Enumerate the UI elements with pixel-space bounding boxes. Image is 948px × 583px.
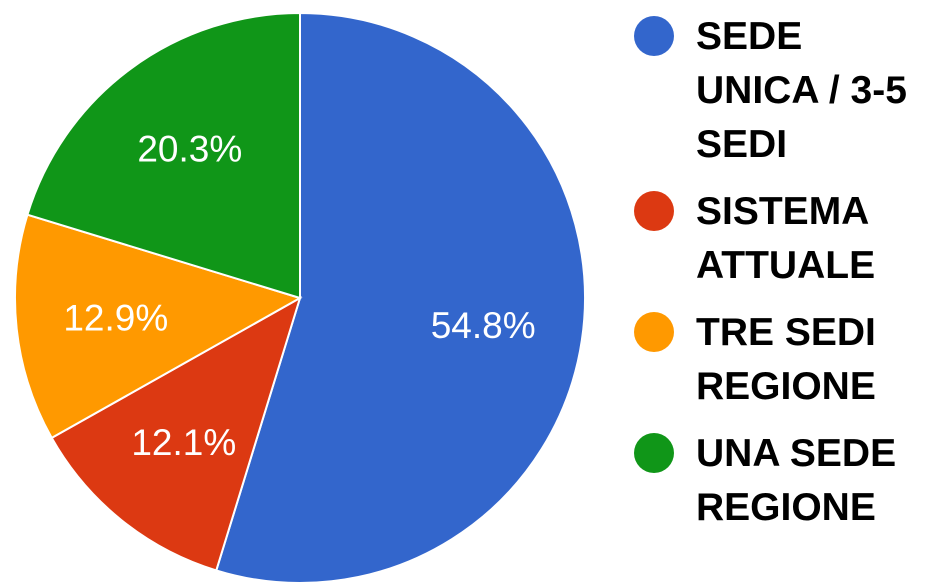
legend-label: UNA SEDE REGIONE	[696, 432, 897, 529]
slice-percent-label: 54.8%	[431, 305, 536, 346]
slice-percent-label: 12.9%	[63, 298, 168, 339]
legend-swatch	[634, 16, 674, 56]
legend-swatch	[634, 433, 674, 473]
slice-percent-label: 12.1%	[131, 422, 236, 463]
pie-slice	[14, 213, 303, 440]
legend-item: TRE SEDI REGIONE	[634, 306, 946, 414]
legend: SEDE UNICA / 3-5 SEDI SISTEMA ATTUALE TR…	[634, 10, 946, 548]
legend-item: SISTEMA ATTUALE	[634, 185, 946, 293]
pie-slice	[215, 11, 586, 583]
legend-label: TRE SEDI REGIONE	[696, 311, 876, 408]
slice-percent-label: 20.3%	[137, 129, 242, 170]
legend-item: SEDE UNICA / 3-5 SEDI	[634, 10, 946, 172]
legend-label: SEDE UNICA / 3-5 SEDI	[696, 15, 907, 166]
pie-slice-labels: 54.8% 12.1% 12.9% 20.3%	[63, 129, 535, 463]
legend-swatch	[634, 191, 674, 231]
legend-label: SISTEMA ATTUALE	[696, 190, 876, 287]
pie-slice	[50, 295, 302, 572]
pie-slices	[14, 11, 586, 583]
legend-swatch	[634, 312, 674, 352]
legend-item: UNA SEDE REGIONE	[634, 427, 946, 535]
pie-slice	[26, 11, 301, 300]
